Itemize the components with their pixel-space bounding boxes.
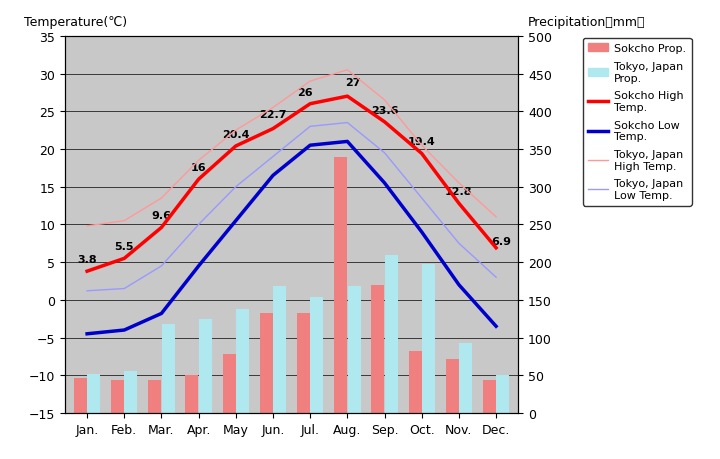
Bar [408, 352, 421, 413]
Bar [186, 375, 199, 413]
Bar [260, 313, 273, 413]
Bar [297, 313, 310, 413]
Bar [236, 309, 249, 413]
Bar [222, 354, 235, 413]
Bar [273, 286, 287, 413]
Bar [334, 157, 347, 413]
Bar [483, 380, 496, 413]
Bar [74, 379, 87, 413]
Legend: Sokcho Prop., Tokyo, Japan
Prop., Sokcho High
Temp., Sokcho Low
Temp., Tokyo, Ja: Sokcho Prop., Tokyo, Japan Prop., Sokcho… [583, 39, 692, 206]
Text: 20.4: 20.4 [222, 129, 250, 140]
Bar [384, 255, 397, 413]
Text: 5.5: 5.5 [114, 242, 134, 252]
Text: 16: 16 [191, 163, 207, 173]
Bar [125, 371, 138, 413]
Bar [372, 285, 384, 413]
Bar [459, 343, 472, 413]
Text: 23.6: 23.6 [371, 106, 398, 116]
Bar [310, 297, 323, 413]
Text: 19.4: 19.4 [408, 137, 436, 147]
Bar [162, 324, 175, 413]
Bar [111, 380, 124, 413]
Bar [496, 375, 509, 413]
Bar [446, 359, 459, 413]
Bar [422, 264, 435, 413]
Bar [199, 319, 212, 413]
Text: 27: 27 [345, 78, 361, 88]
Text: 3.8: 3.8 [77, 255, 97, 264]
Text: 6.9: 6.9 [492, 236, 512, 246]
Text: Temperature(℃): Temperature(℃) [24, 16, 127, 29]
Text: 22.7: 22.7 [259, 110, 287, 120]
Text: 9.6: 9.6 [151, 211, 171, 221]
Bar [87, 374, 100, 413]
Text: 12.8: 12.8 [445, 187, 472, 197]
Bar [348, 286, 361, 413]
Text: Precipitation（mm）: Precipitation（mm） [528, 16, 645, 29]
Bar [148, 380, 161, 413]
Text: 26: 26 [297, 88, 312, 97]
